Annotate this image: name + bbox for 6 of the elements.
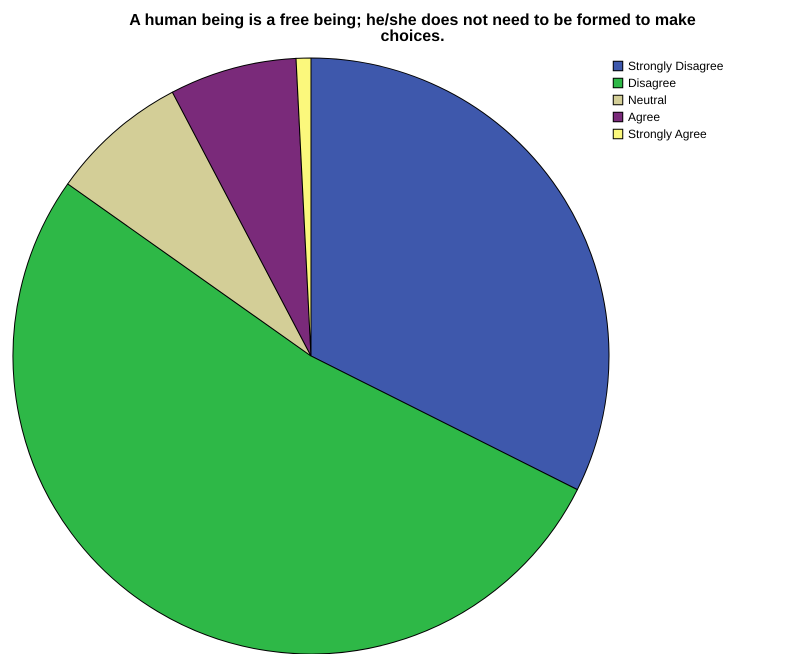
legend-label: Disagree	[628, 76, 676, 90]
legend-label: Neutral	[628, 93, 667, 107]
legend-label: Strongly Agree	[628, 127, 708, 141]
chart-title: A human being is a free being; he/she does not need to be formed to make choices.	[129, 12, 696, 45]
legend-label: Agree	[628, 110, 660, 124]
legend-label: Strongly Disagree	[628, 59, 724, 73]
